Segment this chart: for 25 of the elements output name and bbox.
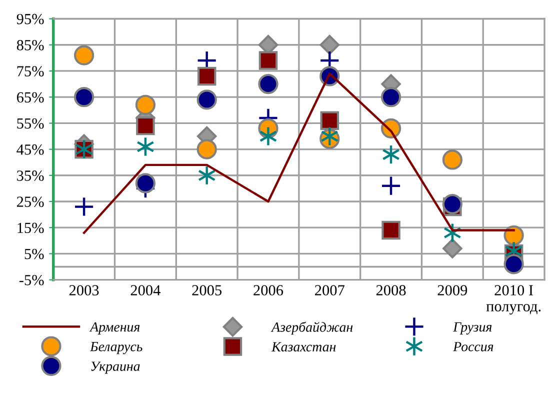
y-tick-label: 75% — [17, 66, 44, 76]
y-tick-label: 5% — [24, 248, 44, 260]
legend-label: Украина — [91, 362, 140, 374]
x-tick-label: 2005 — [192, 285, 222, 296]
x-tick-label: 2004 — [130, 285, 160, 296]
y-tick-label: 85% — [16, 40, 44, 50]
legend-label: Казахстан — [271, 342, 336, 352]
x-tick-label: 2010 I полугод. — [486, 285, 541, 315]
y-tick-label: 15% — [18, 222, 44, 234]
x-tick-label: 2008 — [376, 285, 406, 296]
y-tick-label: -5% — [19, 274, 44, 286]
legend-label: Грузия — [452, 322, 492, 334]
y-tick-label: 25% — [16, 196, 44, 207]
x-tick-label: 2003 — [69, 285, 99, 296]
y-tick-label: 95% — [16, 14, 44, 24]
legend-label: Азербайджан — [270, 322, 353, 335]
y-tick-label: 35% — [17, 170, 44, 181]
x-tick-label: 2007 — [315, 285, 344, 296]
y-tick-label: 55% — [17, 118, 44, 129]
x-tick-label: 2006 — [254, 285, 284, 296]
y-tick-label: 65% — [16, 92, 44, 103]
y-tick-label: 45% — [16, 144, 44, 155]
x-tick-label: 2009 — [438, 285, 468, 296]
legend-label: Беларусь — [90, 342, 142, 354]
legend-label: Армения — [89, 322, 140, 334]
